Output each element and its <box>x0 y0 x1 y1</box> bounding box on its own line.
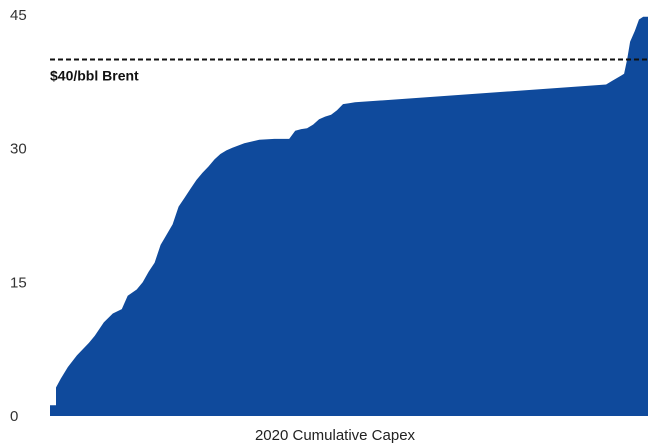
y-tick-label: 0 <box>10 408 18 425</box>
y-tick-label: 15 <box>10 274 27 291</box>
y-tick-label: 30 <box>10 141 27 158</box>
plot-area <box>50 16 648 417</box>
y-axis-ticks: 0 15 30 45 <box>10 7 27 425</box>
y-tick-label: 45 <box>10 7 27 24</box>
x-axis-label: 2020 Cumulative Capex <box>255 427 416 444</box>
capex-area-series <box>50 16 648 417</box>
brent-reference-label: $40/bbl Brent <box>50 68 139 84</box>
